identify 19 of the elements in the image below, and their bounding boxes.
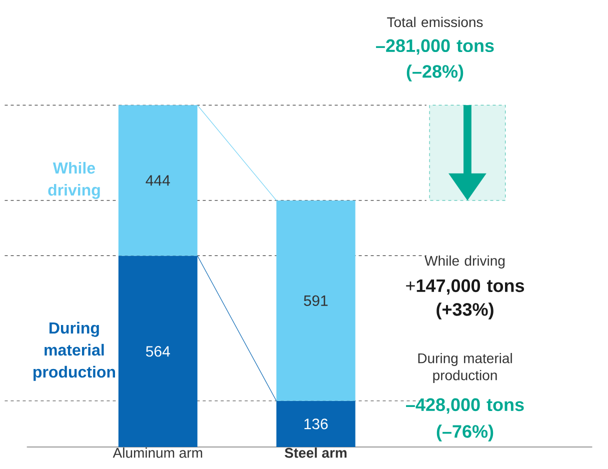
data-label: 444 <box>146 175 170 186</box>
x-tick-label: Aluminum arm <box>112 448 202 458</box>
bar <box>276 400 356 447</box>
annotation: +147,000 tons <box>406 279 524 295</box>
text: (–28%) <box>406 64 464 82</box>
annotation: –428,000 tons <box>406 398 524 414</box>
x-tick-label: Steel arm <box>284 448 346 458</box>
text: –281,000 tons <box>376 39 494 55</box>
bar <box>276 200 356 401</box>
text: (–76%) <box>436 424 494 442</box>
series-label: While driving <box>48 162 100 199</box>
annotation: During material production <box>418 352 512 384</box>
text: (+33%) <box>436 302 494 320</box>
data-label: 591 <box>304 295 328 306</box>
text: Total emissions <box>387 16 483 28</box>
data-label: 564 <box>146 346 170 357</box>
series-label: During material production <box>34 322 116 381</box>
annotation: While driving <box>424 255 505 269</box>
data-label: 136 <box>304 418 328 430</box>
